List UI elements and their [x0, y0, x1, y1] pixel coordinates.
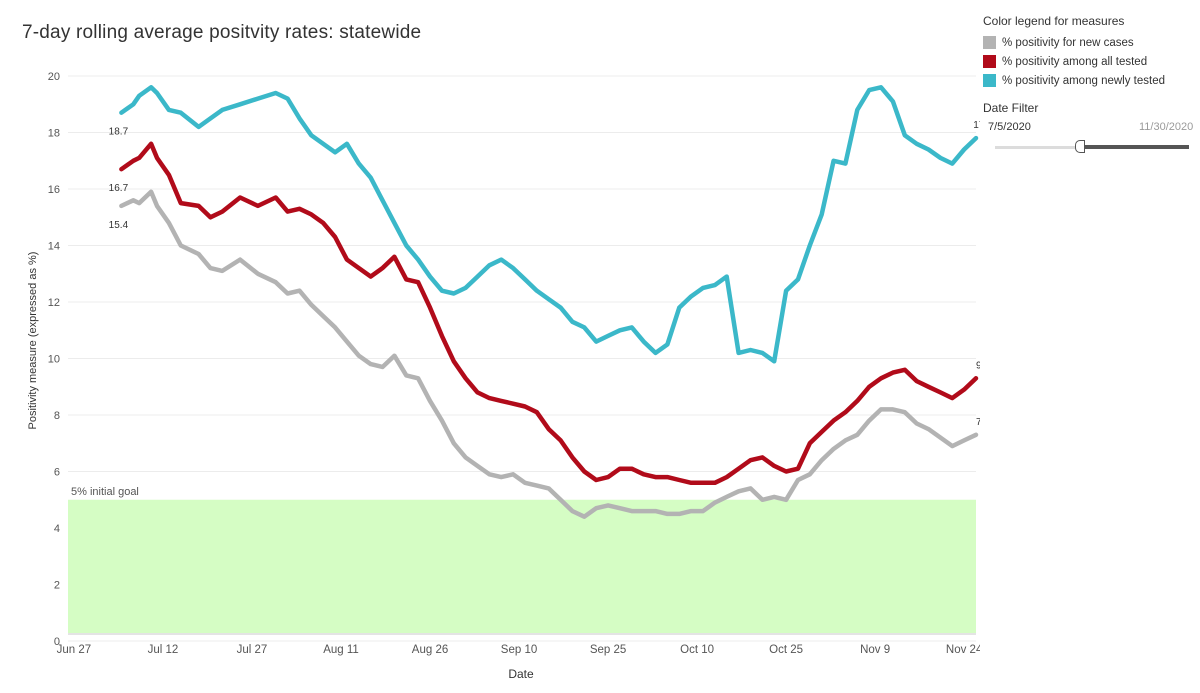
date-slider-track-active[interactable] [1084, 145, 1189, 149]
x-tick-label: Nov 9 [860, 644, 890, 656]
series-lines [119, 85, 979, 519]
date-filter-start: 7/5/2020 [988, 121, 1031, 133]
data-labels: 15.4 7.3 16.7 9.3 18.7 17.8 [109, 120, 980, 428]
x-tick-label: Sep 10 [501, 644, 537, 656]
goal-band [68, 499, 976, 633]
legend-item-newly-tested[interactable]: % positivity among newly tested [983, 71, 1198, 90]
series-end-label: 7.3 [976, 417, 980, 428]
x-axis-label: Date [508, 667, 534, 681]
y-tick-label: 12 [48, 297, 60, 309]
legend-label: % positivity among newly tested [1002, 74, 1165, 87]
series-line-2[interactable] [119, 85, 979, 364]
y-tick-label: 8 [54, 410, 60, 422]
y-tick-label: 6 [54, 467, 60, 479]
y-tick-label: 0 [54, 636, 60, 648]
date-filter-end: 11/30/2020 [1139, 121, 1194, 133]
x-tick-label: Oct 10 [680, 644, 714, 656]
series-line-1[interactable] [119, 141, 979, 486]
series-end-label: 17.8 [973, 120, 980, 131]
y-tick-label: 2 [54, 580, 60, 592]
series-end-label: 9.3 [976, 360, 980, 371]
series-start-label: 16.7 [109, 183, 129, 194]
x-axis-ticks: Jun 27 Jul 12 Jul 27 Aug 11 Aug 26 Sep 10 Sep … [57, 644, 980, 656]
legend-swatch-teal [983, 74, 996, 87]
date-slider-track-inactive[interactable] [995, 146, 1079, 149]
y-tick-label: 10 [48, 354, 60, 366]
x-tick-label: Jun 27 [57, 644, 92, 656]
color-legend: Color legend for measures % positivity f… [983, 14, 1198, 90]
x-tick-label: Aug 11 [323, 644, 359, 656]
y-tick-label: 14 [48, 241, 60, 253]
y-axis-ticks: 0 2 4 6 8 10 12 14 16 18 20 [48, 71, 60, 648]
line-chart: 5% initial goal 0 2 4 6 8 10 12 14 16 18 20 Jun 27… [27, 71, 980, 681]
series-line-0[interactable] [119, 189, 979, 519]
legend-swatch-gray [983, 36, 996, 49]
goal-label: 5% initial goal [71, 486, 139, 498]
y-axis-label: Positivity measure (expressed as %) [27, 252, 39, 430]
y-tick-label: 4 [54, 523, 60, 535]
x-tick-label: Oct 25 [769, 644, 803, 656]
legend-item-new-cases[interactable]: % positivity for new cases [983, 33, 1198, 52]
x-tick-label: Jul 12 [148, 644, 179, 656]
y-tick-label: 20 [48, 71, 60, 83]
date-filter-title: Date Filter [983, 101, 1039, 115]
y-tick-label: 16 [48, 184, 60, 196]
series-start-label: 15.4 [109, 220, 129, 231]
legend-swatch-red [983, 55, 996, 68]
x-tick-label: Nov 24 [946, 644, 980, 656]
x-tick-label: Sep 25 [590, 644, 626, 656]
legend-label: % positivity among all tested [1002, 55, 1148, 68]
legend-title: Color legend for measures [983, 14, 1125, 28]
chart-title: 7-day rolling average positvity rates: s… [22, 22, 422, 43]
x-tick-label: Aug 26 [412, 644, 448, 656]
legend-item-all-tested[interactable]: % positivity among all tested [983, 52, 1198, 71]
date-slider-handle[interactable] [1075, 140, 1085, 153]
y-tick-label: 18 [48, 128, 60, 140]
series-start-label: 18.7 [109, 127, 129, 138]
legend-label: % positivity for new cases [1002, 36, 1134, 49]
x-tick-label: Jul 27 [237, 644, 268, 656]
